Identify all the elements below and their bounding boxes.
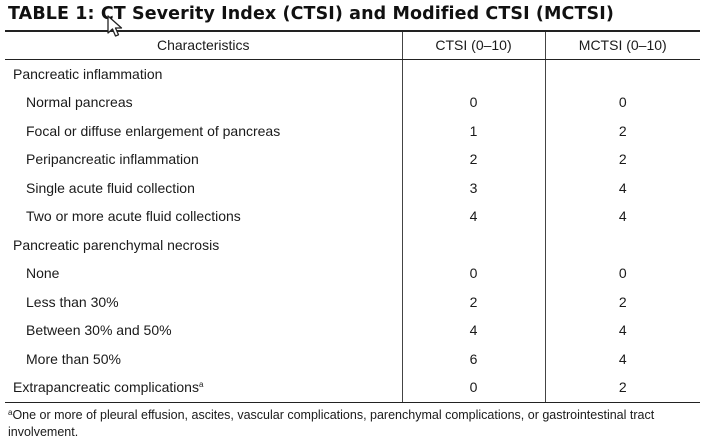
table-row: Peripancreatic inflammation 2 2 xyxy=(5,145,700,174)
row-label: Between 30% and 50% xyxy=(26,322,172,339)
ctsi-value: 3 xyxy=(401,173,545,202)
mctsi-value: 4 xyxy=(544,316,700,345)
row-label: Extrapancreatic complications xyxy=(13,379,199,396)
row-label: Pancreatic inflammation xyxy=(13,65,163,82)
table-row: None 0 0 xyxy=(5,259,700,288)
row-label: Pancreatic parenchymal necrosis xyxy=(13,236,220,253)
table-row: Less than 30% 2 2 xyxy=(5,287,700,316)
mctsi-value: 0 xyxy=(544,259,700,288)
footnote-marker: a xyxy=(198,380,204,390)
table-header-row: Characteristics CTSI (0–10) MCTSI (0–10) xyxy=(5,30,700,60)
header-ctsi: CTSI (0–10) xyxy=(401,30,545,60)
table-row: Two or more acute fluid collections 4 4 xyxy=(5,202,700,231)
ctsi-value: 4 xyxy=(401,316,545,345)
mouse-pointer-icon xyxy=(107,15,123,37)
mctsi-value: 2 xyxy=(544,287,700,316)
ctsi-table: Characteristics CTSI (0–10) MCTSI (0–10)… xyxy=(5,30,700,403)
row-label: Two or more acute fluid collections xyxy=(26,208,241,225)
mctsi-value: 2 xyxy=(544,116,700,145)
mctsi-value: 4 xyxy=(544,202,700,231)
ctsi-value: 0 xyxy=(401,259,545,288)
row-label: Peripancreatic inflammation xyxy=(26,151,199,168)
table-row: Focal or diffuse enlargement of pancreas… xyxy=(5,116,700,145)
ctsi-value: 2 xyxy=(401,287,545,316)
table-row: Between 30% and 50% 4 4 xyxy=(5,316,700,345)
table-title: TABLE 1: CT Severity Index (CTSI) and Mo… xyxy=(8,4,614,24)
mctsi-value: 4 xyxy=(544,173,700,202)
row-label: More than 50% xyxy=(26,350,121,367)
row-label: Normal pancreas xyxy=(26,94,133,111)
mctsi-value: 2 xyxy=(544,373,700,403)
table-row: Extrapancreatic complicationsa 0 2 xyxy=(5,373,700,403)
row-label: None xyxy=(26,265,60,282)
ctsi-value: 2 xyxy=(401,145,545,174)
mctsi-value: 2 xyxy=(544,145,700,174)
header-mctsi: MCTSI (0–10) xyxy=(544,30,700,60)
row-label: Focal or diffuse enlargement of pancreas xyxy=(26,122,281,139)
table-row: Single acute fluid collection 3 4 xyxy=(5,173,700,202)
table-footnote: aOne or more of pleural effusion, ascite… xyxy=(8,404,698,441)
mctsi-value xyxy=(544,230,700,259)
ctsi-value: 0 xyxy=(401,373,545,403)
table-row: More than 50% 6 4 xyxy=(5,344,700,373)
ctsi-value: 4 xyxy=(401,202,545,231)
row-label: Single acute fluid collection xyxy=(26,179,195,196)
ctsi-value: 6 xyxy=(401,344,545,373)
ctsi-value: 1 xyxy=(401,116,545,145)
mctsi-value: 4 xyxy=(544,344,700,373)
ctsi-value xyxy=(401,230,545,259)
table-row: Normal pancreas 0 0 xyxy=(5,88,700,117)
row-label-with-footnote: Extrapancreatic complicationsa xyxy=(5,373,402,403)
row-label: Less than 30% xyxy=(26,293,119,310)
ctsi-value: 0 xyxy=(401,88,545,117)
mctsi-value: 0 xyxy=(544,88,700,117)
footnote-text: One or more of pleural effusion, ascites… xyxy=(8,408,655,439)
ctsi-value xyxy=(401,59,545,88)
footnote-marker: a xyxy=(8,408,13,417)
mctsi-value xyxy=(544,59,700,88)
table-row: Pancreatic parenchymal necrosis xyxy=(5,230,700,259)
table-row: Pancreatic inflammation xyxy=(5,59,700,88)
header-characteristics: Characteristics xyxy=(5,30,402,60)
